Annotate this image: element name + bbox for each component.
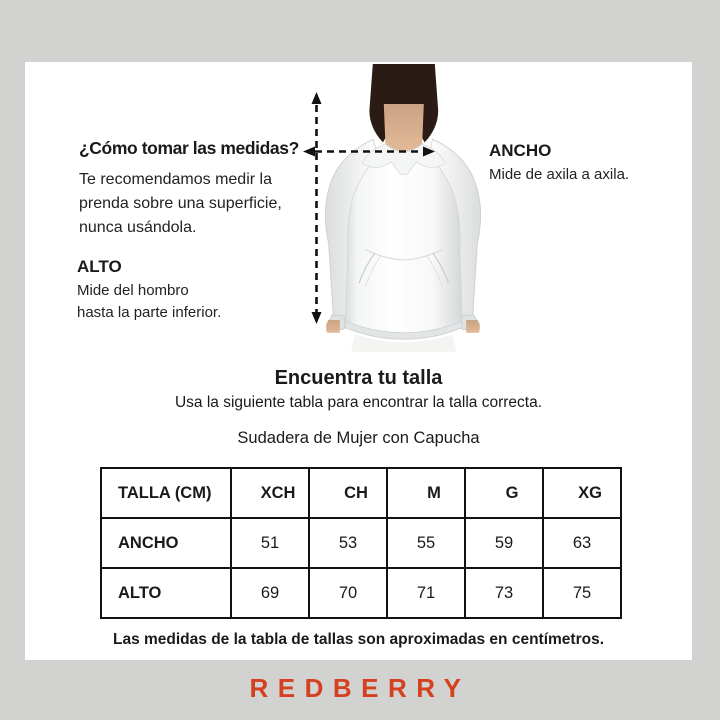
svg-text:REDBERRY: REDBERRY bbox=[250, 673, 471, 703]
